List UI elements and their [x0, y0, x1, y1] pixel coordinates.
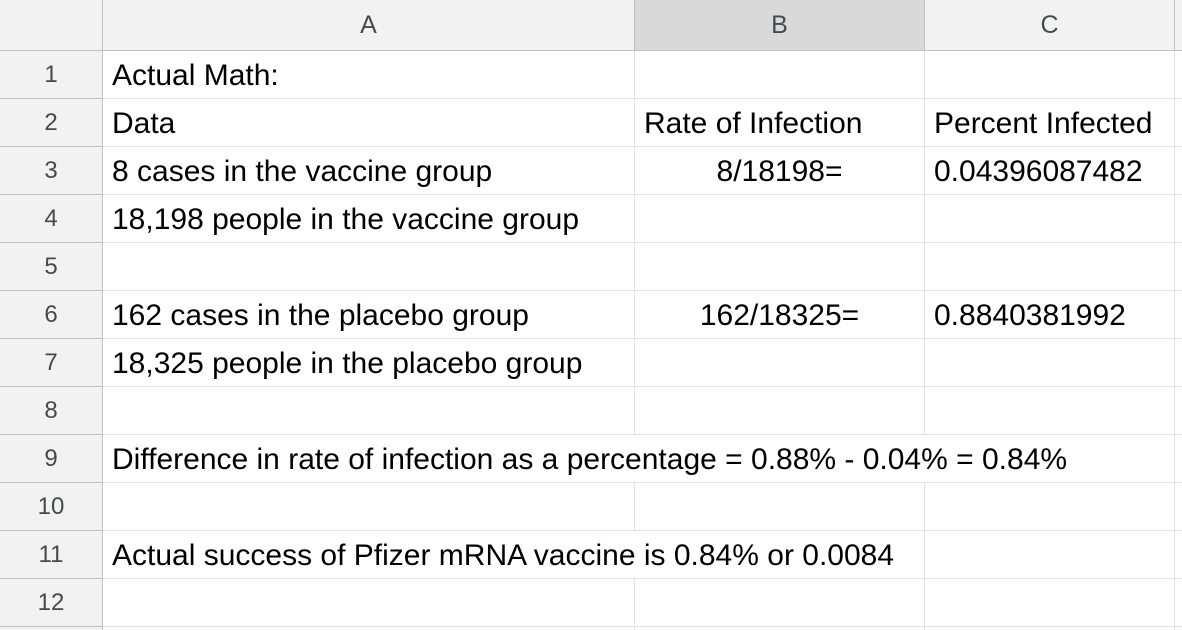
- cell-B13-partial[interactable]: [635, 627, 925, 630]
- cell-A6[interactable]: 162 cases in the placebo group: [103, 291, 635, 339]
- cell-A12[interactable]: [103, 579, 635, 627]
- row-5: 5: [0, 243, 1182, 291]
- cell-A3[interactable]: 8 cases in the vaccine group: [103, 147, 635, 195]
- cell-D7-partial[interactable]: [1175, 339, 1182, 387]
- cell-B9[interactable]: [635, 435, 925, 483]
- row-2: 2 Data Rate of Infection Percent Infecte…: [0, 99, 1182, 147]
- cell-C5[interactable]: [925, 243, 1175, 291]
- cell-D8-partial[interactable]: [1175, 387, 1182, 435]
- row-header-7[interactable]: 7: [0, 339, 103, 387]
- cell-B11[interactable]: [635, 531, 925, 579]
- column-header-row: A B C: [0, 0, 1182, 51]
- cell-B12[interactable]: [635, 579, 925, 627]
- row-11: 11 Actual success of Pfizer mRNA vaccine…: [0, 531, 1182, 579]
- cell-D1-partial[interactable]: [1175, 51, 1182, 99]
- cell-D10-partial[interactable]: [1175, 483, 1182, 531]
- cell-C13-partial[interactable]: [925, 627, 1175, 630]
- row-9: 9 Difference in rate of infection as a p…: [0, 435, 1182, 483]
- row-header-5[interactable]: 5: [0, 243, 103, 291]
- row-header-3[interactable]: 3: [0, 147, 103, 195]
- row-8: 8: [0, 387, 1182, 435]
- cell-B8[interactable]: [635, 387, 925, 435]
- cell-A4[interactable]: 18,198 people in the vaccine group: [103, 195, 635, 243]
- cell-B2[interactable]: Rate of Infection: [635, 99, 925, 147]
- cell-C7[interactable]: [925, 339, 1175, 387]
- cell-C4[interactable]: [925, 195, 1175, 243]
- cell-D11-partial[interactable]: [1175, 531, 1182, 579]
- row-header-1[interactable]: 1: [0, 51, 103, 99]
- cell-B10[interactable]: [635, 483, 925, 531]
- cell-A2[interactable]: Data: [103, 99, 635, 147]
- cell-A8[interactable]: [103, 387, 635, 435]
- cell-B6[interactable]: 162/18325=: [635, 291, 925, 339]
- cell-C9[interactable]: [925, 435, 1175, 483]
- cell-D5-partial[interactable]: [1175, 243, 1182, 291]
- row-header-8[interactable]: 8: [0, 387, 103, 435]
- column-header-A[interactable]: A: [103, 0, 635, 51]
- cell-A5[interactable]: [103, 243, 635, 291]
- row-1: 1 Actual Math:: [0, 51, 1182, 99]
- cell-C8[interactable]: [925, 387, 1175, 435]
- row-header-11[interactable]: 11: [0, 531, 103, 579]
- cell-D12-partial[interactable]: [1175, 579, 1182, 627]
- row-3: 3 8 cases in the vaccine group 8/18198= …: [0, 147, 1182, 195]
- row-6: 6 162 cases in the placebo group 162/183…: [0, 291, 1182, 339]
- cell-A13-partial[interactable]: [103, 627, 635, 630]
- cell-D4-partial[interactable]: [1175, 195, 1182, 243]
- row-header-13-partial[interactable]: [0, 627, 103, 630]
- cell-A9[interactable]: Difference in rate of infection as a per…: [103, 435, 1067, 483]
- cell-D2-partial[interactable]: [1175, 99, 1182, 147]
- cell-C2[interactable]: Percent Infected: [925, 99, 1175, 147]
- cell-C11[interactable]: [925, 531, 1175, 579]
- cell-C10[interactable]: [925, 483, 1175, 531]
- cell-B1[interactable]: [635, 51, 925, 99]
- cell-B7[interactable]: [635, 339, 925, 387]
- cell-A7[interactable]: 18,325 people in the placebo group: [103, 339, 635, 387]
- cell-B3[interactable]: 8/18198=: [635, 147, 925, 195]
- row-7: 7 18,325 people in the placebo group: [0, 339, 1182, 387]
- cell-D6-partial[interactable]: [1175, 291, 1182, 339]
- cell-A1[interactable]: Actual Math:: [103, 51, 635, 99]
- cell-C1[interactable]: [925, 51, 1175, 99]
- cell-C3[interactable]: 0.04396087482: [925, 147, 1175, 195]
- cell-D9-partial[interactable]: [1175, 435, 1182, 483]
- cell-B5[interactable]: [635, 243, 925, 291]
- cell-D3-partial[interactable]: [1175, 147, 1182, 195]
- row-header-9[interactable]: 9: [0, 435, 103, 483]
- cell-C6[interactable]: 0.8840381992: [925, 291, 1175, 339]
- row-12: 12: [0, 579, 1182, 627]
- row-header-2[interactable]: 2: [0, 99, 103, 147]
- column-header-B-selected[interactable]: B: [635, 0, 925, 51]
- column-header-D-partial[interactable]: [1175, 0, 1182, 51]
- row-header-4[interactable]: 4: [0, 195, 103, 243]
- cell-A11[interactable]: Actual success of Pfizer mRNA vaccine is…: [103, 531, 894, 579]
- select-all-corner[interactable]: [0, 0, 103, 51]
- row-header-10[interactable]: 10: [0, 483, 103, 531]
- row-13-partial: [0, 627, 1182, 630]
- row-4: 4 18,198 people in the vaccine group: [0, 195, 1182, 243]
- row-header-12[interactable]: 12: [0, 579, 103, 627]
- column-header-C[interactable]: C: [925, 0, 1175, 51]
- row-10: 10: [0, 483, 1182, 531]
- cell-C12[interactable]: [925, 579, 1175, 627]
- row-header-6[interactable]: 6: [0, 291, 103, 339]
- cell-B4[interactable]: [635, 195, 925, 243]
- cell-A10[interactable]: [103, 483, 635, 531]
